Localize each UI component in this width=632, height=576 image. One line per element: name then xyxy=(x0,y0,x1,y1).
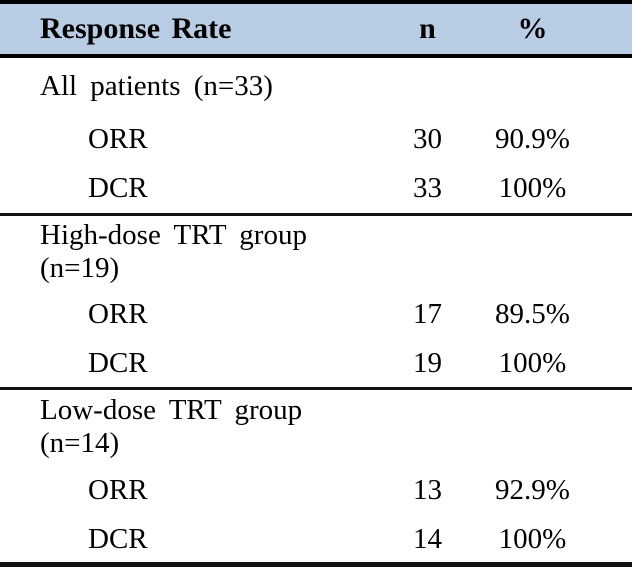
metric-n: 33 xyxy=(413,172,442,204)
metric-percent: 89.5% xyxy=(495,297,570,330)
metric-row-orr: ORR 17 89.5% xyxy=(0,288,632,340)
section-title: High-dose TRT group (n=19) xyxy=(40,219,307,284)
metric-n: 14 xyxy=(413,522,442,555)
section-title: Low-dose TRT group (n=14) xyxy=(40,394,303,459)
metric-percent: 100% xyxy=(498,347,567,379)
section-divider xyxy=(0,387,632,390)
table-header-row: Response Rate n % xyxy=(0,0,632,58)
metric-label: ORR xyxy=(88,122,148,155)
metric-percent: 90.9% xyxy=(495,122,570,155)
header-n: n xyxy=(419,12,436,45)
metric-row-dcr: DCR 33 100% xyxy=(0,164,632,213)
metric-label: ORR xyxy=(88,297,148,330)
metric-row-dcr: DCR 14 100% xyxy=(0,516,632,562)
metric-n: 13 xyxy=(413,473,442,506)
header-percent: % xyxy=(517,12,548,45)
metric-percent: 100% xyxy=(498,522,567,555)
section-divider xyxy=(0,213,632,216)
metric-percent: 100% xyxy=(498,172,567,204)
section-all-patients-title-row: All patients (n=33) xyxy=(0,58,632,114)
metric-label: DCR xyxy=(88,172,148,204)
metric-row-dcr: DCR 19 100% xyxy=(0,340,632,387)
section-low-dose-title-row: Low-dose TRT group (n=14) xyxy=(0,390,632,464)
section-high-dose-title-row: High-dose TRT group (n=19) xyxy=(0,216,632,288)
metric-label: ORR xyxy=(88,473,148,506)
metric-row-orr: ORR 30 90.9% xyxy=(0,114,632,164)
metric-percent: 92.9% xyxy=(495,473,570,506)
metric-n: 19 xyxy=(413,347,442,379)
metric-label: DCR xyxy=(88,347,148,379)
header-response-rate: Response Rate xyxy=(40,12,232,45)
metric-n: 30 xyxy=(413,122,442,155)
metric-n: 17 xyxy=(413,297,442,330)
section-title: All patients (n=33) xyxy=(40,69,273,102)
metric-row-orr: ORR 13 92.9% xyxy=(0,464,632,516)
table-bottom-rule xyxy=(0,562,632,567)
metric-label: DCR xyxy=(88,522,148,555)
